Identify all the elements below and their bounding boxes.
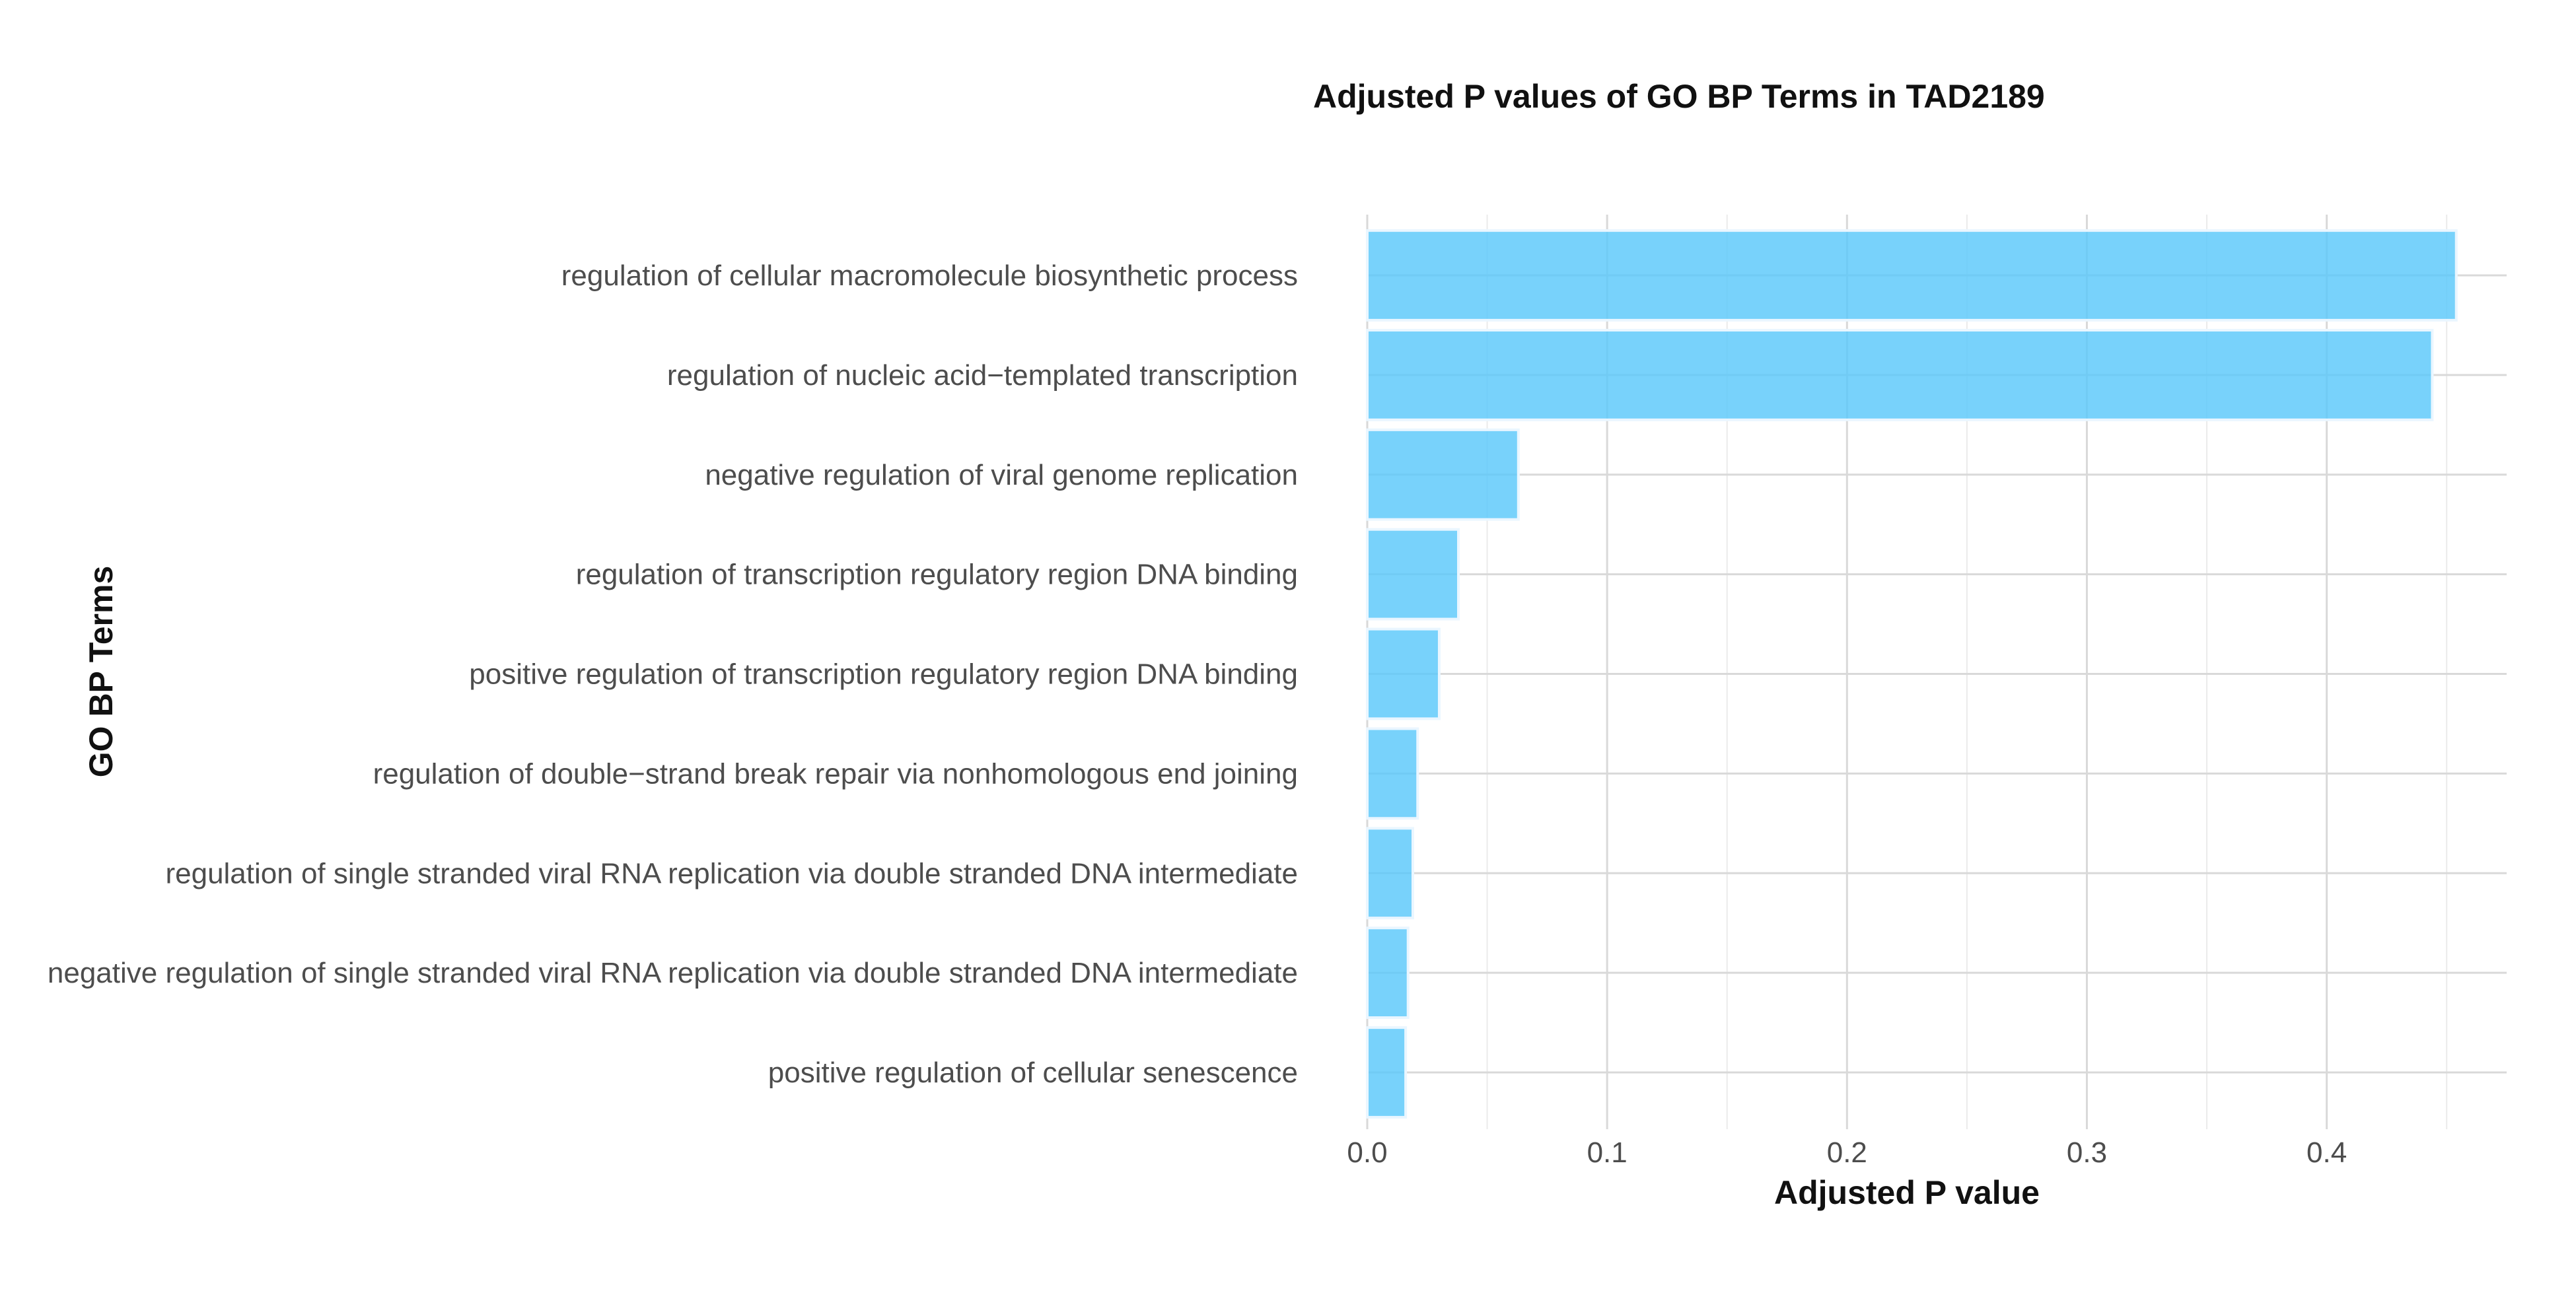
category-label: regulation of cellular macromolecule bio… (561, 260, 1298, 292)
x-tick-label: 0.1 (1587, 1136, 1628, 1169)
category-label: positive regulation of transcription reg… (469, 658, 1298, 691)
x-tick-label: 0.3 (2067, 1136, 2107, 1169)
category-labels: regulation of cellular macromolecule bio… (48, 260, 1298, 1089)
category-label: regulation of single stranded viral RNA … (165, 857, 1298, 890)
bar (1366, 1026, 1408, 1119)
bar (1366, 229, 2458, 322)
x-axis-title: Adjusted P value (1774, 1174, 2040, 1211)
bar (1366, 627, 1441, 720)
category-label: positive regulation of cellular senescen… (768, 1057, 1298, 1089)
category-label: negative regulation of viral genome repl… (705, 459, 1298, 491)
y-axis-title: GO BP Terms (83, 566, 120, 777)
bar (1366, 528, 1460, 621)
x-tick-label: 0.2 (1827, 1136, 1867, 1169)
bar (1366, 328, 2434, 421)
x-tick-label: 0.0 (1347, 1136, 1387, 1169)
category-label: regulation of nucleic acid−templated tra… (667, 359, 1298, 392)
chart-title: Adjusted P values of GO BP Terms in TAD2… (1313, 78, 2045, 115)
x-tick-label: 0.4 (2307, 1136, 2347, 1169)
bar (1366, 428, 1520, 521)
category-label: regulation of transcription regulatory r… (576, 559, 1298, 591)
category-label: regulation of double−strand break repair… (373, 757, 1298, 790)
bar (1366, 727, 1419, 820)
x-tick-labels: 0.0 0.1 0.2 0.3 0.4 (1347, 1136, 2347, 1169)
bar (1366, 827, 1414, 920)
category-label: negative regulation of single stranded v… (48, 957, 1298, 989)
bar (1366, 926, 1410, 1020)
bars-layer (1366, 229, 2458, 1119)
